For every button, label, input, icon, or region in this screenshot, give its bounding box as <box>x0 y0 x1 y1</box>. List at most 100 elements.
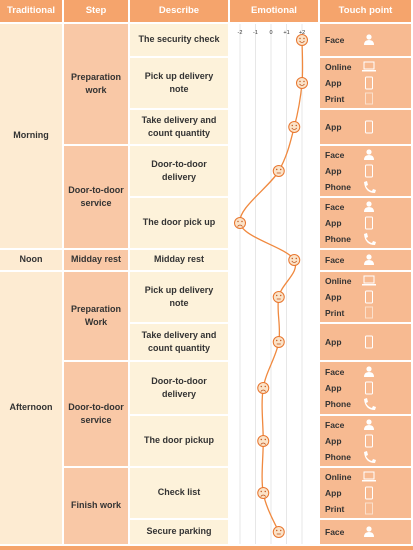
icon-phone <box>365 216 373 230</box>
mouth <box>291 127 298 130</box>
touch-label: Phone <box>325 399 351 409</box>
face-outline <box>272 526 285 538</box>
eye <box>276 339 278 342</box>
touch-label: App <box>325 383 342 393</box>
face-outline <box>296 77 308 89</box>
icon-face <box>364 254 374 265</box>
eye <box>303 37 305 40</box>
face-outline <box>234 217 246 229</box>
eye <box>295 257 297 260</box>
mouth <box>237 224 243 227</box>
step-cell: Door-to-door service <box>64 362 128 466</box>
icon-body <box>364 260 374 265</box>
eye <box>260 385 262 388</box>
face-outline <box>272 291 285 303</box>
icon-head <box>366 366 372 372</box>
icon-phone <box>365 290 373 304</box>
eye <box>295 124 297 127</box>
mouth <box>260 442 267 445</box>
emotion-face <box>272 526 285 538</box>
icon-phone <box>364 451 376 463</box>
icon-phone <box>365 434 373 448</box>
mouth <box>260 389 267 392</box>
touch-label: Print <box>325 308 345 318</box>
describe-cell: Pick up delivery note <box>130 58 228 108</box>
icon-head <box>366 526 372 532</box>
icon-handset <box>364 233 376 245</box>
icon-head <box>366 201 372 207</box>
icon-paper <box>365 92 373 105</box>
icon-phone <box>365 486 373 500</box>
icon-body <box>364 532 374 537</box>
describe-cell: The door pick up <box>130 198 228 248</box>
touch-label: Online <box>325 62 352 72</box>
emotion-face <box>272 336 285 348</box>
header-cell: Describe <box>130 0 228 22</box>
eye <box>264 490 266 493</box>
face-outline <box>272 336 285 348</box>
touch-label: App <box>325 488 342 498</box>
icon-head <box>366 34 372 40</box>
icon-body <box>364 372 374 377</box>
face-outline <box>257 435 270 447</box>
touch-label: Phone <box>325 452 351 462</box>
touch-cell <box>320 250 411 270</box>
icon-handset <box>364 451 376 463</box>
icon-base <box>362 480 376 482</box>
mouth <box>291 260 298 263</box>
icon-screen <box>363 471 375 480</box>
face-outline <box>257 382 270 394</box>
describe-cell: The security check <box>130 24 228 56</box>
eye <box>237 220 239 223</box>
touch-label: Face <box>325 367 345 377</box>
touch-label: Face <box>325 255 345 265</box>
icon-app <box>365 120 373 134</box>
step-cell: Preparation work <box>64 24 128 144</box>
emotion-face <box>296 34 308 46</box>
icon-body <box>364 207 374 212</box>
step-cell: Midday rest <box>64 250 128 270</box>
icon-phone <box>364 233 376 245</box>
icon-phone <box>364 181 376 193</box>
period-cell: Noon <box>0 250 62 270</box>
icon-print <box>365 502 373 515</box>
touch-cell <box>320 520 411 544</box>
mouth <box>299 83 305 86</box>
touch-label: App <box>325 337 342 347</box>
touch-label: Face <box>325 420 345 430</box>
emotion-face <box>272 165 285 177</box>
header-cell: Touch point <box>320 0 411 22</box>
eye <box>280 339 282 342</box>
emotion-face <box>257 435 270 447</box>
touch-label: Online <box>325 276 352 286</box>
touch-label: App <box>325 218 342 228</box>
tick-label: -2 <box>238 30 243 36</box>
touch-label: Face <box>325 202 345 212</box>
eye <box>276 529 278 532</box>
eye <box>280 168 282 171</box>
icon-base <box>362 284 376 286</box>
touch-label: Phone <box>325 182 351 192</box>
eye <box>291 257 293 260</box>
icon-phone <box>365 335 373 349</box>
touch-label: Face <box>325 150 345 160</box>
icon-screen <box>363 275 375 284</box>
tick-label: -1 <box>253 30 258 36</box>
header-cell: Step <box>64 0 128 22</box>
describe-cell: Check list <box>130 468 228 518</box>
touch-label: Print <box>325 504 345 514</box>
touch-label: Print <box>325 94 345 104</box>
emotion-face <box>257 382 270 394</box>
icon-phone <box>365 381 373 395</box>
mouth <box>299 40 305 43</box>
eye <box>264 438 266 441</box>
mouth <box>260 494 267 497</box>
step-cell: Preparation Work <box>64 272 128 360</box>
icon-paper <box>365 502 373 515</box>
touch-label: App <box>325 436 342 446</box>
emotion-face <box>288 254 301 266</box>
icon-face <box>364 34 374 45</box>
face-outline <box>257 487 270 499</box>
eye <box>276 168 278 171</box>
touch-label: App <box>325 122 342 132</box>
